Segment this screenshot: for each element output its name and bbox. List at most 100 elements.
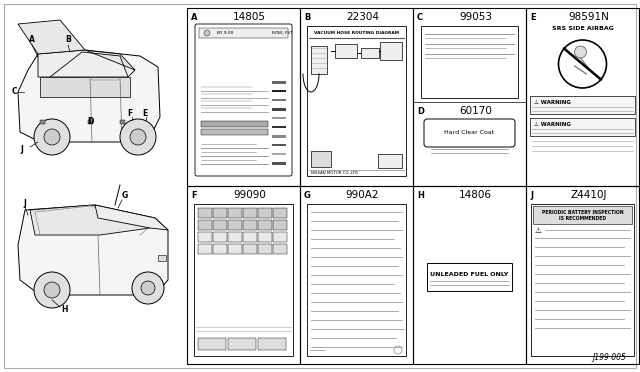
- Bar: [413, 8, 526, 186]
- Text: 22304: 22304: [346, 12, 379, 22]
- Text: J: J: [20, 145, 24, 154]
- Text: H: H: [61, 305, 68, 314]
- Bar: [378, 154, 402, 168]
- Bar: [199, 28, 288, 38]
- Bar: [258, 232, 272, 242]
- Bar: [40, 77, 130, 97]
- Bar: [526, 8, 639, 186]
- Text: 990A2: 990A2: [346, 190, 380, 200]
- Text: G: G: [304, 190, 311, 199]
- Text: 98591N: 98591N: [568, 12, 609, 22]
- Bar: [258, 208, 272, 218]
- Bar: [198, 220, 212, 230]
- Text: D: D: [87, 118, 93, 126]
- Bar: [194, 204, 293, 356]
- Bar: [120, 120, 125, 124]
- Bar: [258, 338, 286, 350]
- Bar: [533, 206, 632, 224]
- Bar: [272, 135, 286, 138]
- Text: UNLEADED FUEL ONLY: UNLEADED FUEL ONLY: [430, 272, 509, 276]
- Bar: [198, 244, 212, 254]
- Bar: [272, 90, 286, 92]
- Bar: [158, 255, 166, 261]
- Text: J199 005: J199 005: [592, 353, 626, 362]
- Text: F: F: [191, 190, 196, 199]
- Bar: [530, 96, 635, 114]
- Text: C: C: [11, 87, 17, 96]
- Circle shape: [575, 46, 586, 58]
- Polygon shape: [38, 50, 135, 77]
- Bar: [273, 232, 287, 242]
- Bar: [335, 44, 357, 58]
- Text: ⚠: ⚠: [535, 225, 542, 234]
- Text: IS RECOMMENDED: IS RECOMMENDED: [559, 217, 606, 221]
- Circle shape: [34, 272, 70, 308]
- Text: E: E: [530, 13, 536, 22]
- Bar: [361, 48, 379, 58]
- Bar: [258, 244, 272, 254]
- Bar: [243, 232, 257, 242]
- Bar: [526, 186, 639, 364]
- Bar: [198, 208, 212, 218]
- Bar: [187, 8, 300, 186]
- Bar: [307, 26, 406, 176]
- Bar: [272, 126, 286, 128]
- Text: D: D: [417, 106, 424, 115]
- Bar: [272, 117, 286, 119]
- Bar: [273, 244, 287, 254]
- Text: J: J: [24, 199, 26, 208]
- Text: 60170: 60170: [459, 106, 492, 116]
- Circle shape: [120, 119, 156, 155]
- Text: ⚠ WARNING: ⚠ WARNING: [534, 99, 571, 105]
- Bar: [213, 208, 227, 218]
- Bar: [300, 8, 413, 186]
- Text: E: E: [142, 109, 148, 119]
- Bar: [201, 121, 268, 127]
- Bar: [272, 99, 286, 101]
- Text: A: A: [191, 13, 198, 22]
- FancyBboxPatch shape: [195, 24, 292, 176]
- Circle shape: [559, 40, 607, 88]
- Bar: [201, 129, 268, 135]
- Bar: [213, 244, 227, 254]
- Text: BY 9.00: BY 9.00: [217, 31, 234, 35]
- Bar: [380, 42, 402, 60]
- Text: 14805: 14805: [233, 12, 266, 22]
- Bar: [228, 232, 242, 242]
- Polygon shape: [18, 205, 168, 295]
- Bar: [311, 151, 331, 167]
- Text: Hard Clear Coat: Hard Clear Coat: [444, 131, 495, 135]
- Bar: [273, 220, 287, 230]
- Bar: [311, 46, 327, 74]
- Circle shape: [34, 119, 70, 155]
- Text: G: G: [122, 190, 128, 199]
- Text: H: H: [417, 190, 424, 199]
- Bar: [273, 208, 287, 218]
- Text: R/N/L FST: R/N/L FST: [272, 31, 292, 35]
- Text: PERIODIC BATTERY INSPECTION: PERIODIC BATTERY INSPECTION: [541, 209, 623, 215]
- Circle shape: [130, 129, 146, 145]
- Text: Z4410J: Z4410J: [570, 190, 607, 200]
- Text: ⚠ WARNING: ⚠ WARNING: [534, 122, 571, 126]
- Bar: [88, 120, 93, 124]
- Polygon shape: [18, 20, 85, 54]
- Text: 99090: 99090: [233, 190, 266, 200]
- Bar: [272, 153, 286, 155]
- Bar: [228, 338, 256, 350]
- Text: A: A: [29, 35, 35, 45]
- Bar: [187, 186, 300, 364]
- Bar: [40, 120, 45, 124]
- Bar: [413, 186, 526, 364]
- Bar: [272, 162, 286, 165]
- Bar: [228, 208, 242, 218]
- Bar: [243, 208, 257, 218]
- Bar: [198, 338, 226, 350]
- Bar: [272, 108, 286, 111]
- Text: C: C: [417, 13, 423, 22]
- Bar: [272, 81, 286, 84]
- Text: NISSAN MOTOR CO.,LTD: NISSAN MOTOR CO.,LTD: [311, 171, 358, 175]
- Circle shape: [44, 129, 60, 145]
- Circle shape: [44, 282, 60, 298]
- Bar: [243, 244, 257, 254]
- Circle shape: [132, 272, 164, 304]
